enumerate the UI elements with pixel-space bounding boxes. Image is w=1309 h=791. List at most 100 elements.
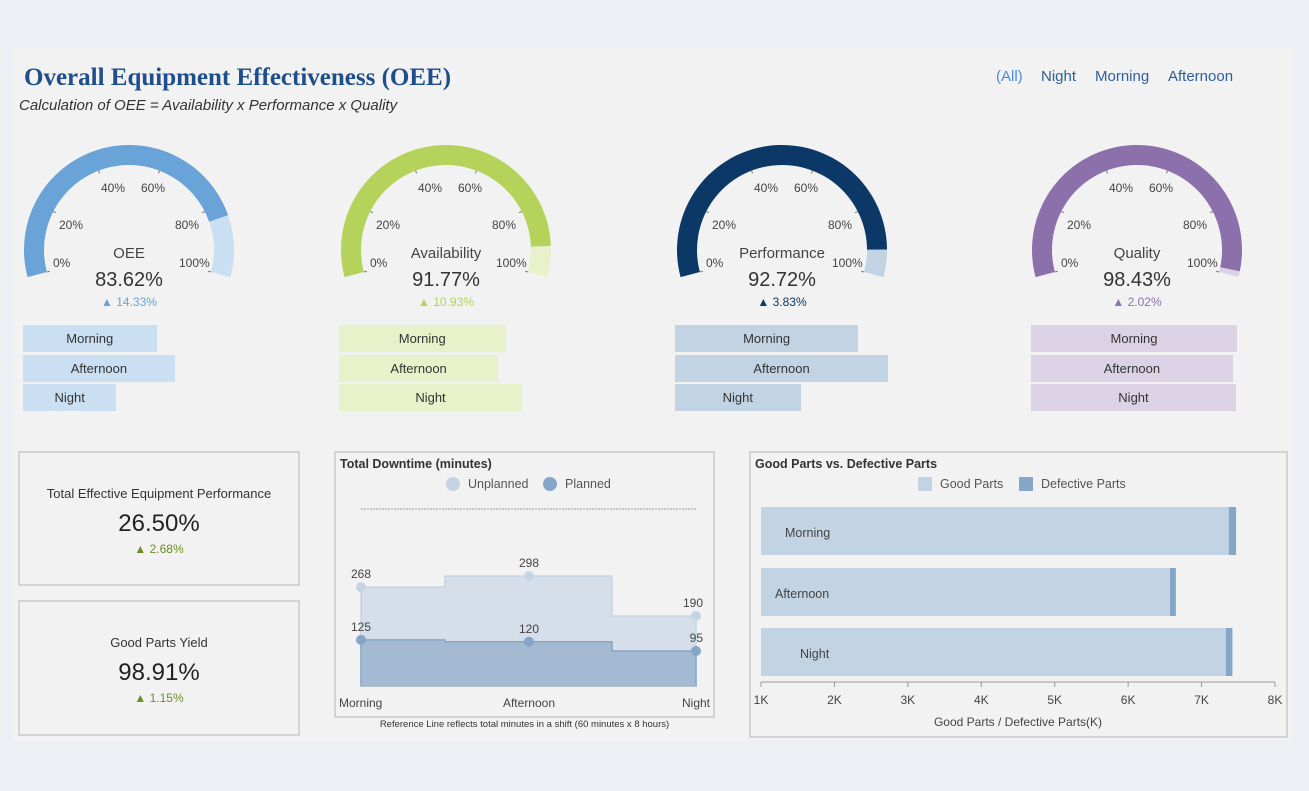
category-label: Morning (785, 526, 830, 540)
legend-planned[interactable]: Planned (543, 477, 611, 491)
gauge-track (1219, 267, 1240, 278)
legend-defective-parts[interactable]: Defective Parts (1019, 477, 1126, 491)
data-point[interactable] (691, 610, 701, 621)
gauge-tick (751, 170, 754, 174)
gauge-tick (98, 170, 101, 174)
bar-defective-parts[interactable] (1169, 568, 1176, 616)
gauge-tick (1061, 210, 1065, 214)
gauge-tick-label: 20% (59, 218, 84, 232)
x-tick-label: 1K (754, 693, 769, 707)
data-label: 190 (683, 596, 703, 610)
data-point[interactable] (524, 571, 534, 582)
gauge-tick (208, 270, 212, 273)
x-tick-label: 5K (1047, 693, 1062, 707)
up-triangle-icon: ▲ (134, 691, 147, 705)
filter-night[interactable]: Night (1041, 68, 1077, 85)
up-triangle-icon: ▲ (101, 295, 117, 309)
parts-chart-frame (749, 451, 1288, 738)
category-label: Afternoon (775, 587, 829, 601)
gauge-delta: ▲ 10.93% (346, 295, 546, 309)
x-axis-label: Good Parts / Defective Parts(K) (934, 715, 1102, 729)
kpi-value: 98.91% (118, 659, 200, 686)
gauge-tick-label: 40% (754, 181, 779, 195)
x-tick-label: 4K (974, 693, 989, 707)
legend-label: Planned (565, 477, 611, 491)
gauge-track (864, 249, 887, 278)
shift-bar-afternoon[interactable]: Afternoon (339, 354, 499, 382)
gauge-tick (1216, 270, 1220, 273)
filter-all[interactable]: (All) (996, 68, 1023, 85)
filter-morning[interactable]: Morning (1095, 68, 1150, 85)
x-tick-label: 3K (901, 693, 916, 707)
shift-bar-morning[interactable]: Morning (1031, 325, 1237, 352)
gauge-label: OEE (113, 245, 145, 262)
x-tick-label: 8K (1268, 693, 1283, 707)
gauge-tick-label: 60% (141, 181, 166, 195)
up-triangle-icon: ▲ (418, 295, 434, 309)
gauge-tick (1106, 170, 1109, 174)
x-tick-label: 2K (827, 693, 842, 707)
gauge-tick (370, 210, 374, 214)
legend-good-parts[interactable]: Good Parts (918, 477, 1003, 491)
gauge-fill (341, 145, 551, 278)
shift-bar-morning[interactable]: Morning (339, 325, 506, 352)
gauge-arcs (23, 144, 1242, 278)
category-label: Night (800, 647, 830, 661)
gauge-tick-label: 80% (492, 218, 517, 232)
gauge-tick-label: 0% (53, 256, 71, 270)
kpi-delta-value: 1.15% (149, 691, 184, 705)
gauge-delta-value: 2.02% (1127, 295, 1162, 309)
data-label: 268 (351, 567, 371, 581)
legend-label: Unplanned (468, 477, 529, 491)
shift-bar-morning[interactable]: Morning (23, 325, 157, 352)
data-point[interactable] (524, 636, 534, 647)
gauge-tick-label: 100% (496, 256, 527, 270)
gauge-value: 92.72% (748, 269, 816, 291)
bar-defective-parts[interactable] (1228, 507, 1237, 555)
gauge-delta: ▲ 2.02% (1037, 295, 1237, 309)
gauge-tick (810, 170, 813, 174)
kpi-delta-value: 2.68% (149, 542, 184, 556)
bar-good-parts[interactable] (761, 628, 1226, 676)
gauge-tick (861, 270, 865, 273)
page-title: Overall Equipment Effectiveness (OEE) (24, 64, 452, 91)
shift-bar-night[interactable]: Night (23, 384, 117, 411)
shift-bar-afternoon[interactable]: Afternoon (23, 354, 175, 382)
bar-good-parts[interactable] (761, 568, 1170, 616)
gauge-tick-label: 40% (418, 181, 443, 195)
bar-defective-parts[interactable] (1225, 628, 1233, 676)
shift-bar-morning[interactable]: Morning (675, 325, 859, 352)
gauge-value: 91.77% (412, 269, 480, 291)
data-label: 298 (519, 556, 539, 570)
shift-bar-night[interactable]: Night (339, 384, 522, 411)
gauge-tick-label: 40% (1109, 181, 1134, 195)
parts-chart-title: Good Parts vs. Defective Parts (755, 457, 938, 471)
legend-unplanned[interactable]: Unplanned (446, 477, 528, 491)
x-tick-label: 7K (1194, 693, 1209, 707)
downtime-chart-title: Total Downtime (minutes) (340, 457, 492, 471)
bar-good-parts[interactable] (761, 507, 1229, 555)
legend-square-icon (918, 477, 932, 491)
gauge-tick-label: 100% (832, 256, 863, 270)
data-point[interactable] (356, 582, 366, 593)
gauge-tick (1054, 270, 1058, 273)
gauge-tick-label: 80% (828, 218, 853, 232)
filter-afternoon[interactable]: Afternoon (1168, 68, 1234, 85)
data-point[interactable] (691, 645, 701, 656)
data-label: 95 (690, 631, 704, 645)
gauge-tick-label: 0% (706, 256, 724, 270)
shift-bar-night[interactable]: Night (1031, 384, 1236, 411)
gauge-tick-label: 0% (370, 256, 388, 270)
gauge-delta-value: 10.93% (433, 295, 474, 309)
shift-bar-afternoon[interactable]: Afternoon (675, 354, 888, 382)
data-point[interactable] (356, 634, 366, 645)
gauge-tick (474, 170, 477, 174)
gauge-tick (525, 270, 529, 273)
shift-bar-afternoon[interactable]: Afternoon (1031, 354, 1233, 382)
shift-bar-night[interactable]: Night (675, 384, 801, 411)
gauge-track (528, 245, 551, 278)
gauge-tick (53, 210, 57, 214)
gauge-tick-label: 60% (794, 181, 819, 195)
